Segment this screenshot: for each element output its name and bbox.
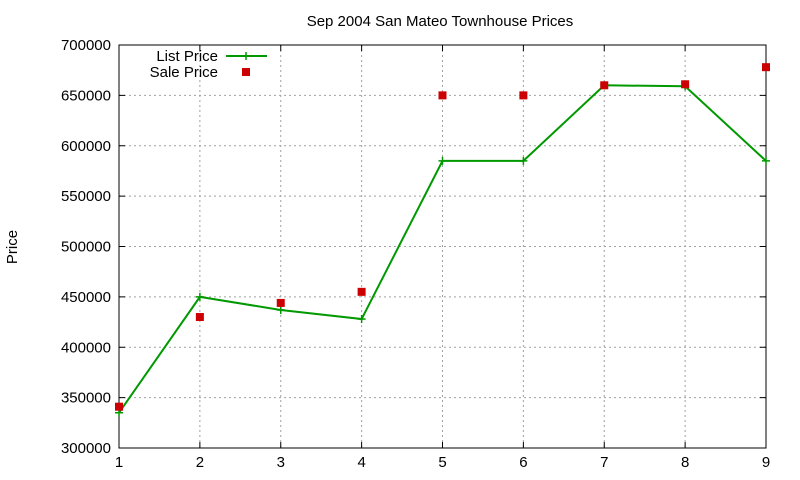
chart-title: Sep 2004 San Mateo Townhouse Prices <box>307 13 574 30</box>
y-tick-label: 300000 <box>61 440 111 457</box>
list-price-point <box>519 156 528 165</box>
x-tick-label: 3 <box>277 454 285 471</box>
sale-price-point <box>115 402 123 411</box>
sale-price-point <box>519 91 528 100</box>
grid <box>119 45 766 448</box>
y-tick-label: 600000 <box>61 138 111 155</box>
x-tick-label: 6 <box>519 454 527 471</box>
sale-price-point <box>600 81 609 90</box>
y-tick-label: 700000 <box>61 37 111 54</box>
x-tick-label: 7 <box>600 454 608 471</box>
list-price-point <box>762 156 770 165</box>
list-price-line <box>118 84 767 414</box>
x-tick-label: 8 <box>681 454 689 471</box>
sale-price-point <box>438 91 447 100</box>
y-tick-label: 400000 <box>61 339 111 356</box>
sale-price-point <box>681 80 690 89</box>
legend-label: Sale Price <box>150 64 218 81</box>
legend-label: List Price <box>156 48 218 65</box>
x-tick-label: 5 <box>438 454 446 471</box>
y-tick-label: 650000 <box>61 87 111 104</box>
sale-price-point <box>357 287 366 296</box>
x-tick-label: 4 <box>357 454 365 471</box>
y-tick-label: 350000 <box>61 390 111 407</box>
sale-price-point <box>242 68 250 76</box>
sale-price-point <box>195 313 204 322</box>
list-price-point <box>195 292 204 301</box>
x-tick-label: 2 <box>196 454 204 471</box>
sale-price-point <box>762 63 770 72</box>
y-tick-label: 500000 <box>61 239 111 256</box>
list-price-point <box>276 305 285 314</box>
x-tick-label: 1 <box>115 454 123 471</box>
y-tick-label: 550000 <box>61 188 111 205</box>
list-price-point <box>242 52 250 60</box>
axes: 1 2 3 4 5 6 7 8 9 300000 350000 400000 450000 500000 5… <box>61 37 770 471</box>
y-tick-label: 450000 <box>61 289 111 306</box>
list-price-point <box>438 156 447 165</box>
series <box>115 63 770 417</box>
sale-price-point <box>276 298 285 307</box>
list-price-point <box>357 315 366 324</box>
x-tick-label: 9 <box>762 454 770 471</box>
y-axis-label: Price <box>4 230 21 264</box>
